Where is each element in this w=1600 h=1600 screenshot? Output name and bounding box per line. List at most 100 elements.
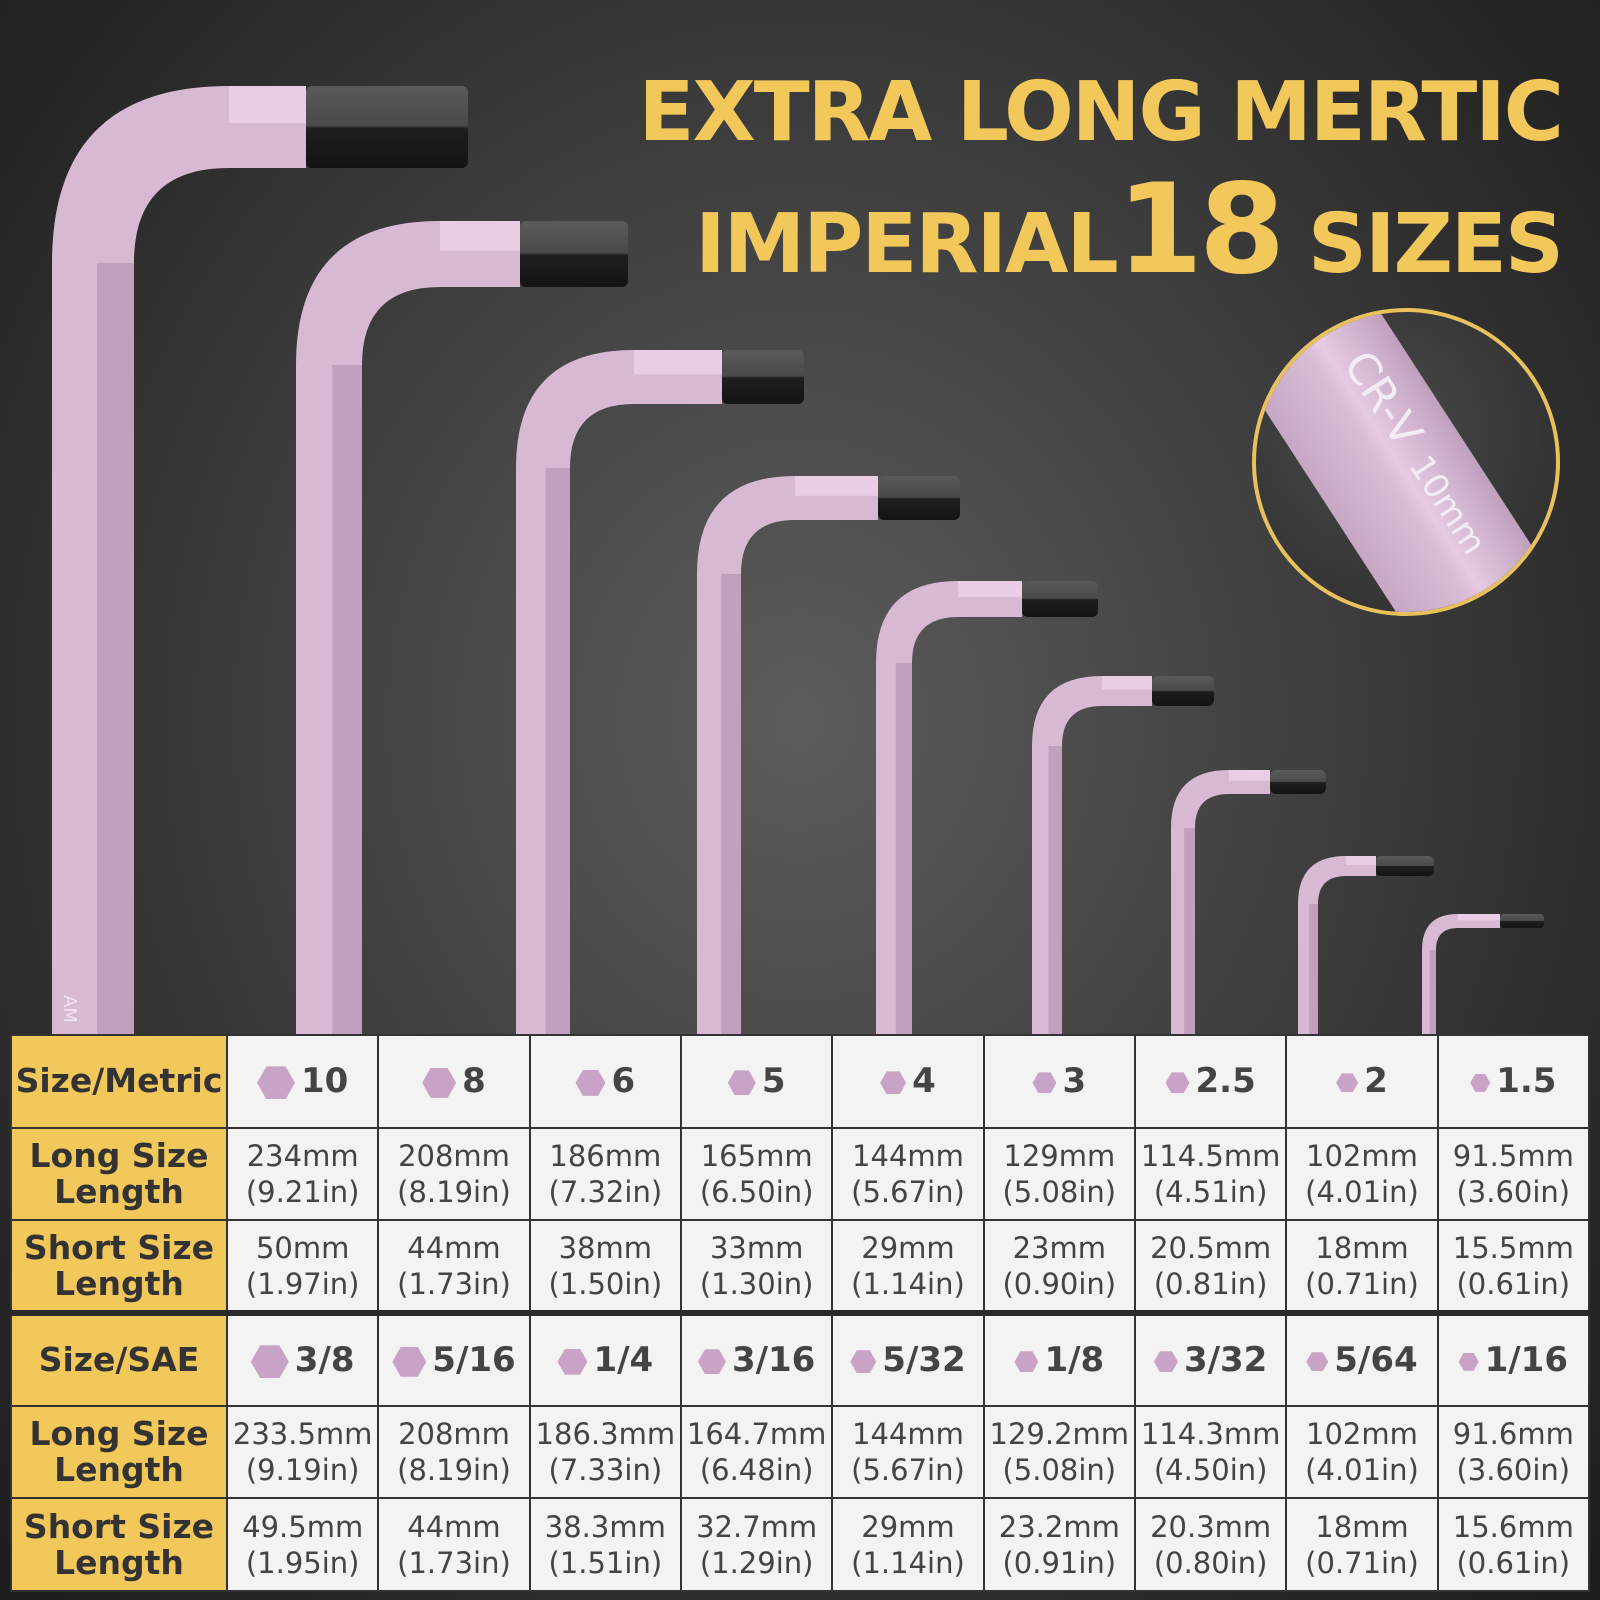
- headline-text-1: EXTRA LONG MERTIC: [638, 65, 1564, 160]
- hexagon-icon: [1014, 1351, 1039, 1373]
- metric-short-row: Short Size Length 50mm (1.97in) 44mm (1.73in…: [10, 1219, 1591, 1314]
- length-mm: 20.3mm: [1150, 1509, 1272, 1544]
- sae-size-label: 3/8: [294, 1340, 355, 1381]
- hexagon-icon: [557, 1348, 588, 1375]
- length-mm: 15.5mm: [1452, 1230, 1574, 1265]
- metric-size-header: Size/Metric: [10, 1034, 228, 1129]
- length-in: (1.97in): [245, 1266, 360, 1301]
- metric-size-cell: 2.5: [1133, 1034, 1288, 1129]
- length-mm: 91.5mm: [1452, 1138, 1574, 1173]
- hex-key-shade-5: [895, 663, 912, 1040]
- headline-imperial: IMPERIAL: [695, 197, 1119, 292]
- hex-key-highlight-1: [229, 86, 306, 123]
- length-in: (4.51in): [1153, 1174, 1268, 1209]
- sae-size-row: Size/SAE 3/8 5/16 1/4 3/16 5/32 1/8 3/32 5/64 1/1…: [10, 1309, 1591, 1407]
- sae-size-label: 5/32: [882, 1340, 966, 1381]
- length-in: (4.01in): [1305, 1452, 1419, 1487]
- hexagon-icon: [1336, 1073, 1359, 1093]
- length-mm: 186.3mm: [535, 1416, 676, 1451]
- length-mm: 50mm: [255, 1230, 350, 1265]
- sae-size-label: 5/64: [1334, 1340, 1418, 1381]
- length-in: (1.73in): [397, 1545, 511, 1580]
- length-mm: 114.3mm: [1140, 1416, 1281, 1451]
- length-in: (6.50in): [699, 1174, 814, 1209]
- material-zoom-callout: CR-V10mm: [1252, 308, 1560, 616]
- sae-size-label: 3/32: [1183, 1340, 1268, 1381]
- length-mm: 186mm: [549, 1138, 662, 1173]
- sae-long-cell: 186.3mm (7.33in): [528, 1404, 682, 1500]
- sae-short-cell: 38.3mm (1.51in): [528, 1497, 682, 1592]
- sae-long-row: Long Size Length 233.5mm (9.19in) 208mm (8.1…: [10, 1404, 1591, 1500]
- hexagon-icon: [880, 1071, 907, 1095]
- hex-key-body-1: [52, 86, 306, 1040]
- sae-long-cell: 114.3mm (4.50in): [1133, 1404, 1288, 1500]
- length-in: (0.71in): [1305, 1266, 1419, 1301]
- metric-short-cell: 23mm (0.90in): [982, 1219, 1136, 1314]
- sae-short-cell: 18mm (0.71in): [1285, 1497, 1439, 1592]
- sae-short-cell: 15.6mm (0.61in): [1436, 1497, 1591, 1592]
- sae-short-cell: 23.2mm (0.91in): [982, 1497, 1136, 1592]
- hexagon-icon: [727, 1070, 756, 1096]
- length-in: (1.95in): [245, 1545, 360, 1580]
- length-in: (0.81in): [1153, 1266, 1268, 1301]
- sae-size-cell: 3/8: [225, 1309, 380, 1407]
- length-mm: 20.5mm: [1150, 1230, 1272, 1265]
- length-mm: 144mm: [852, 1416, 964, 1451]
- metric-size-cell: 1.5: [1436, 1034, 1591, 1129]
- headline-line-1: EXTRA LONG MERTIC: [638, 72, 1564, 154]
- handle-engraving: AM: [59, 995, 80, 1023]
- size-spec-table: Size/Metric 10 8 6 5 4 3 2.5 2 1.5 Long Size Lengt…: [10, 1034, 1591, 1592]
- hex-key-highlight-2: [440, 221, 520, 251]
- hex-key-tip-4: [878, 476, 960, 520]
- hexagon-icon: [1165, 1072, 1190, 1094]
- metric-short-cell: 44mm (1.73in): [377, 1219, 531, 1314]
- sae-short-cell: 44mm (1.73in): [377, 1497, 531, 1592]
- length-mm: 44mm: [407, 1509, 501, 1544]
- length-in: (0.90in): [1002, 1266, 1117, 1301]
- hex-key-highlight-3: [634, 350, 722, 375]
- sae-long-cell: 208mm (8.19in): [377, 1404, 531, 1500]
- length-in: (1.50in): [548, 1266, 663, 1301]
- metric-long-cell: 234mm (9.21in): [225, 1126, 380, 1222]
- length-mm: 44mm: [407, 1230, 501, 1265]
- metric-size-label: 6: [611, 1061, 636, 1102]
- sae-long-cell: 129.2mm (5.08in): [982, 1404, 1136, 1500]
- hexagon-icon: [1470, 1073, 1491, 1092]
- sae-size-label: 1/8: [1044, 1340, 1105, 1381]
- length-in: (0.91in): [1002, 1545, 1117, 1580]
- hex-key-tip-7: [1270, 770, 1326, 794]
- length-in: (9.19in): [245, 1452, 360, 1487]
- metric-long-cell: 208mm (8.19in): [377, 1126, 531, 1222]
- metric-size-cell: 3: [982, 1034, 1136, 1129]
- metric-size-label: 1.5: [1496, 1061, 1557, 1102]
- metric-size-label: 2.5: [1195, 1061, 1256, 1102]
- sae-size-cell: 1/8: [982, 1309, 1136, 1407]
- hexagon-icon: [697, 1349, 726, 1375]
- metric-long-cell: 91.5mm (3.60in): [1436, 1126, 1591, 1222]
- metric-size-label: 8: [462, 1061, 486, 1102]
- metric-short-cell: 50mm (1.97in): [225, 1219, 380, 1314]
- length-in: (3.60in): [1456, 1174, 1571, 1209]
- metric-long-cell: 144mm (5.67in): [831, 1126, 985, 1222]
- sae-size-cell: 3/16: [679, 1309, 834, 1407]
- hex-key-tip-6: [1152, 676, 1214, 706]
- length-mm: 234mm: [246, 1138, 359, 1173]
- sae-short-cell: 49.5mm (1.95in): [225, 1497, 380, 1592]
- headline-line-2: IMPERIAL18 SIZES: [695, 168, 1564, 292]
- length-in: (0.80in): [1153, 1545, 1268, 1580]
- hex-key-highlight-6: [1102, 676, 1152, 690]
- sae-size-label: 1/16: [1484, 1340, 1568, 1381]
- hex-key-tip-9: [1500, 914, 1544, 928]
- length-in: (4.01in): [1305, 1174, 1419, 1209]
- sae-long-cell: 102mm (4.01in): [1285, 1404, 1439, 1500]
- length-in: (1.14in): [851, 1545, 965, 1580]
- hexagon-icon: [250, 1345, 289, 1379]
- length-mm: 144mm: [852, 1138, 964, 1173]
- length-in: (0.71in): [1305, 1545, 1419, 1580]
- length-in: (1.73in): [397, 1266, 511, 1301]
- length-in: (5.08in): [1002, 1452, 1117, 1487]
- headline-sizes: SIZES: [1307, 197, 1564, 292]
- sae-size-label: 1/4: [593, 1340, 654, 1381]
- length-mm: 15.6mm: [1452, 1509, 1574, 1544]
- metric-short-header: Short Size Length: [10, 1219, 228, 1314]
